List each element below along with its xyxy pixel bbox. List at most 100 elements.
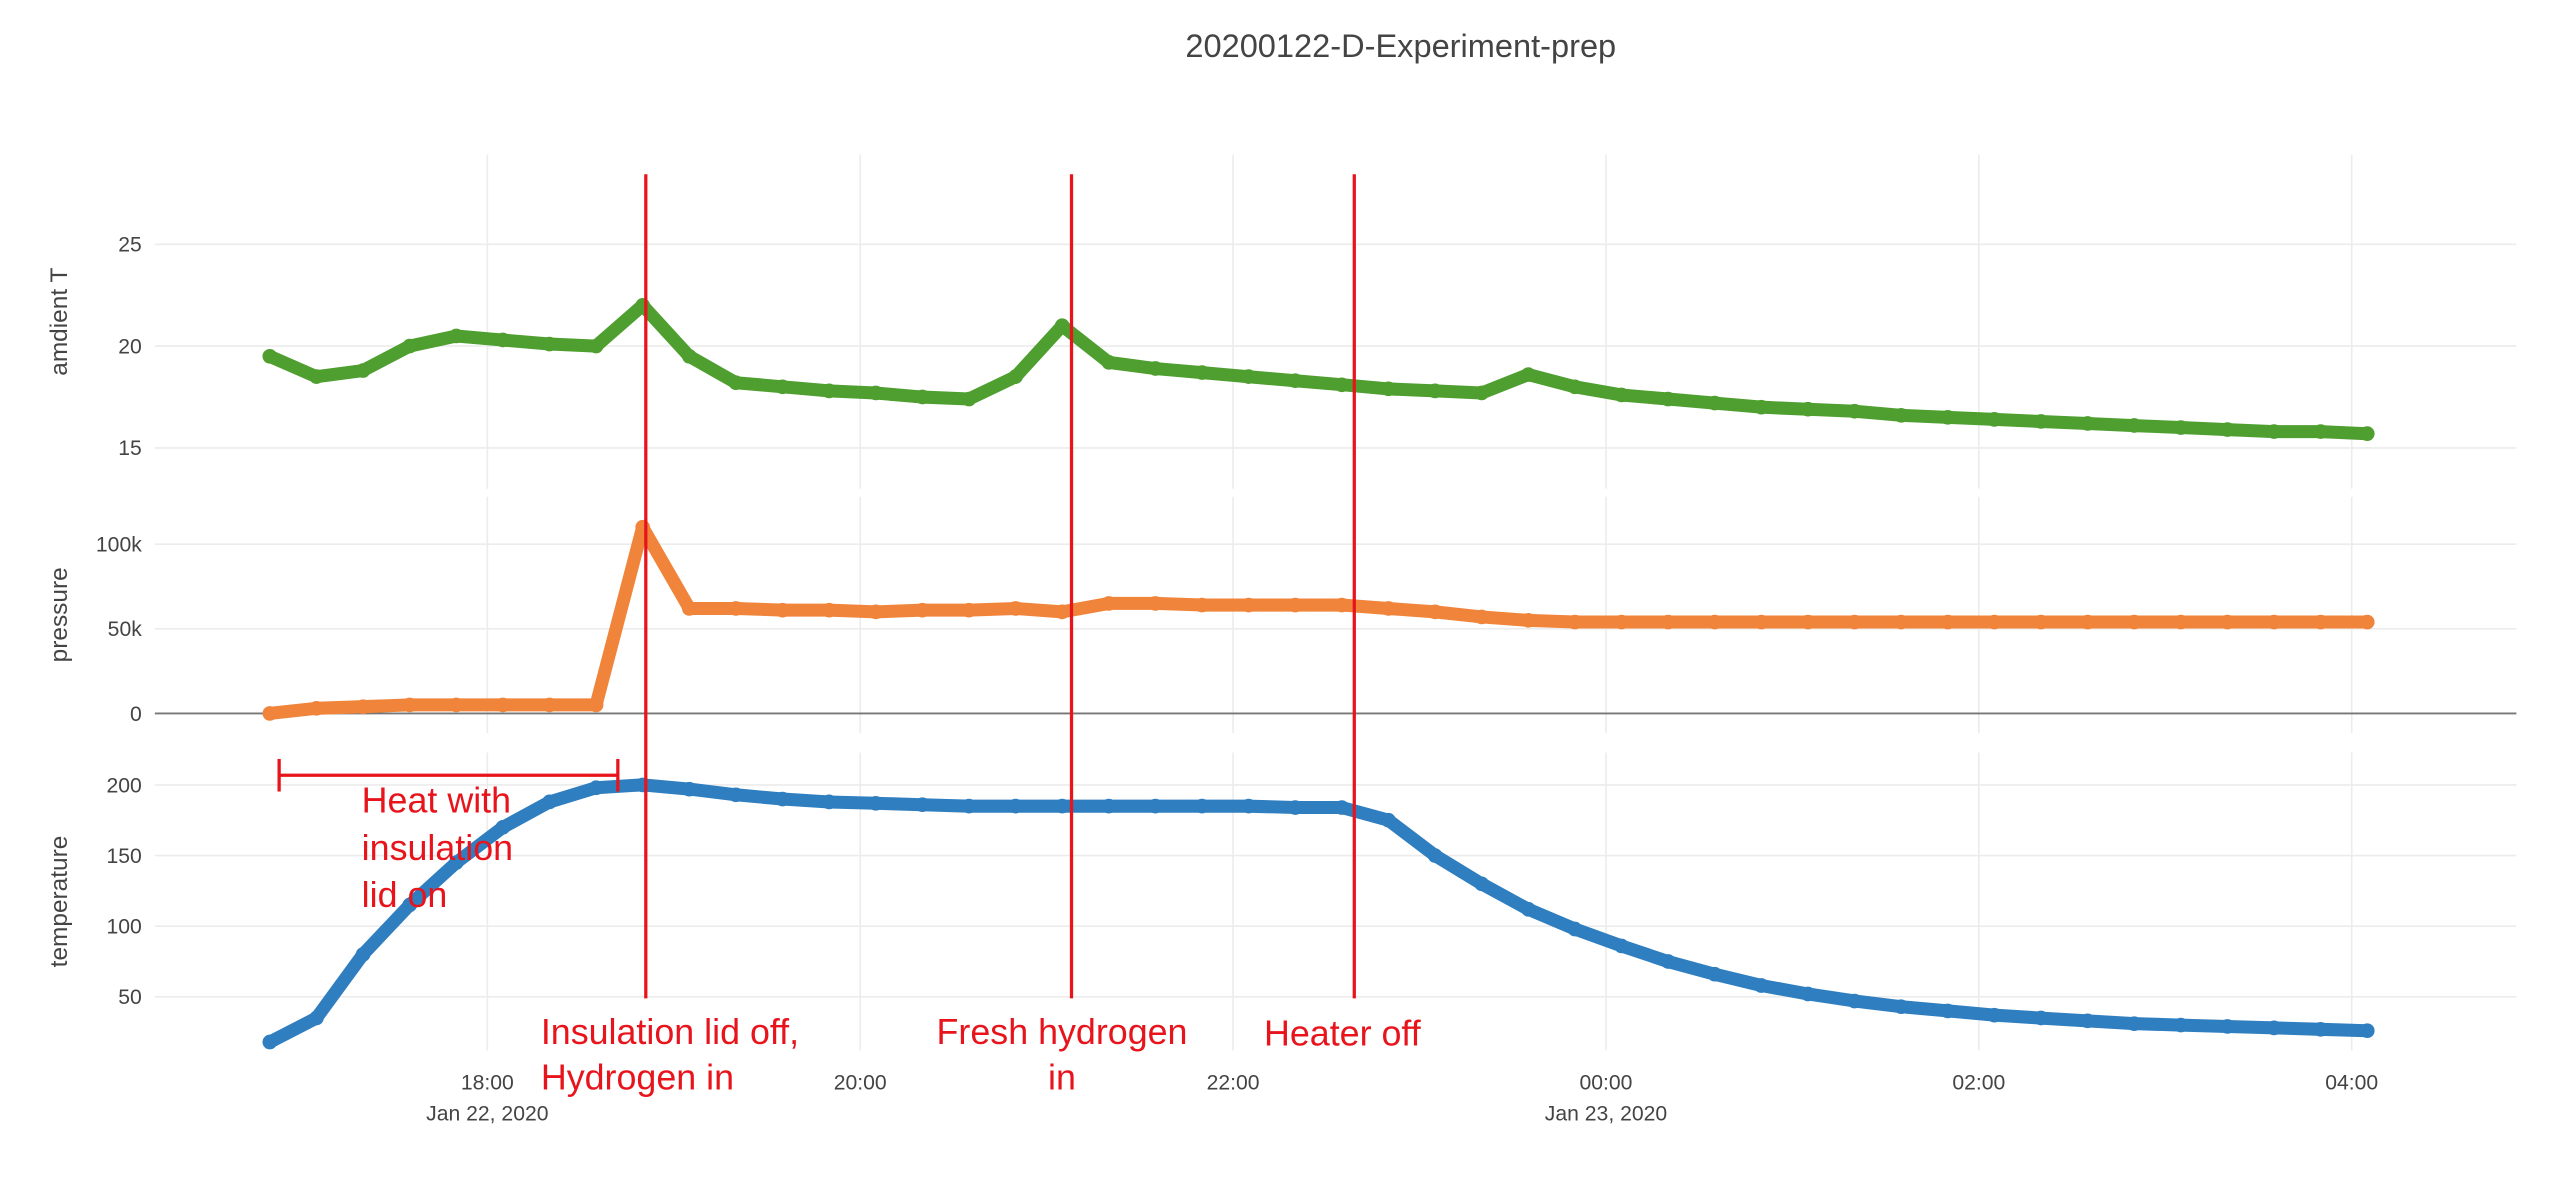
x-tick-date: Jan 22, 2020 <box>426 1103 548 1126</box>
annotation: insulation <box>362 828 513 868</box>
data-point <box>1241 798 1256 814</box>
y-tick-label: 50 <box>118 986 142 1009</box>
data-point <box>542 697 557 713</box>
data-point <box>1008 601 1023 616</box>
data-point <box>1241 597 1256 613</box>
data-point <box>2080 614 2095 630</box>
data-point <box>588 780 604 796</box>
data-point <box>1520 901 1536 917</box>
data-point <box>495 332 511 348</box>
data-point <box>448 855 464 870</box>
data-point <box>448 328 464 344</box>
data-point <box>2359 614 2375 630</box>
data-point <box>1707 614 1723 630</box>
data-point <box>1893 407 1909 423</box>
data-point <box>1893 614 1909 630</box>
data-point <box>2033 1010 2049 1026</box>
data-point <box>2220 422 2235 437</box>
data-point <box>728 375 744 391</box>
data-point <box>635 777 651 793</box>
annotation: Heat with <box>362 781 511 821</box>
x-tick-label: 22:00 <box>1207 1072 1260 1095</box>
data-point <box>1241 369 1256 384</box>
data-point <box>588 697 604 713</box>
data-point <box>588 338 604 354</box>
data-point <box>2126 1016 2142 1031</box>
data-point <box>2313 1021 2328 1037</box>
data-point <box>1614 387 1629 403</box>
y-tick-label: 150 <box>107 845 142 868</box>
annotation: Hydrogen in <box>541 1058 734 1098</box>
data-point <box>495 819 511 835</box>
data-point <box>1194 597 1210 613</box>
data-point <box>2266 1020 2282 1036</box>
x-tick-label: 04:00 <box>2325 1072 2378 1095</box>
data-point <box>1987 1007 2002 1023</box>
data-point <box>1054 604 1070 620</box>
data-point <box>262 1034 278 1050</box>
data-point <box>355 363 371 378</box>
data-point <box>1614 938 1629 954</box>
data-point <box>1800 401 1816 417</box>
data-point <box>1520 612 1536 628</box>
data-point <box>2359 426 2375 441</box>
data-point <box>1800 986 1816 1002</box>
data-point <box>1101 355 1117 370</box>
data-point <box>1893 999 1909 1015</box>
data-point <box>1008 369 1023 384</box>
data-point <box>309 369 324 384</box>
data-point <box>1334 597 1350 613</box>
data-point <box>262 348 278 364</box>
x-tick-label: 18:00 <box>461 1072 514 1095</box>
data-point <box>868 385 884 401</box>
data-point <box>821 383 837 399</box>
data-point <box>1427 383 1443 399</box>
x-tick-label: 00:00 <box>1579 1072 1632 1095</box>
series-trace <box>263 520 2374 720</box>
x-tick-date: Jan 23, 2020 <box>1545 1103 1667 1126</box>
x-tick-label: 20:00 <box>834 1072 887 1095</box>
y-tick-label: 100k <box>96 533 142 556</box>
data-point <box>2126 614 2142 630</box>
data-point <box>2359 1023 2375 1039</box>
data-point <box>2033 614 2049 630</box>
data-point <box>728 601 744 616</box>
data-point <box>542 794 557 810</box>
data-point <box>1148 596 1163 611</box>
data-point <box>2220 1019 2235 1034</box>
data-point <box>775 602 790 618</box>
data-point <box>1381 812 1396 828</box>
y-tick-label: 25 <box>118 234 142 257</box>
data-point <box>1008 798 1023 814</box>
data-point <box>262 706 278 721</box>
y-tick-label: 0 <box>130 703 142 726</box>
data-point <box>1847 614 1862 630</box>
annotation: lid on <box>362 875 448 915</box>
data-point <box>728 787 744 803</box>
annotations: Heat with insulation lid on Insulation l… <box>362 781 1421 1098</box>
data-point <box>1148 361 1163 376</box>
data-point <box>1427 604 1443 620</box>
data <box>262 298 2375 1050</box>
data-point <box>961 391 977 407</box>
data-point <box>355 699 371 714</box>
data-point <box>1101 798 1117 814</box>
y-tick-label: 15 <box>118 437 142 460</box>
data-point <box>1334 800 1350 815</box>
data-point <box>1707 395 1723 411</box>
data-point <box>402 338 417 354</box>
data-point <box>1567 614 1583 630</box>
data-point <box>1847 403 1862 419</box>
y-tick-label: 200 <box>107 774 142 797</box>
data-point <box>1474 609 1490 625</box>
data-point <box>681 601 697 616</box>
data-point <box>821 794 837 810</box>
data-point <box>915 602 930 618</box>
y-axis-title: temperature <box>46 836 73 968</box>
series-trace <box>263 778 2374 1049</box>
data-point <box>1427 848 1443 863</box>
data-point <box>775 791 790 807</box>
data-point <box>1754 399 1769 415</box>
data-point <box>915 797 930 813</box>
